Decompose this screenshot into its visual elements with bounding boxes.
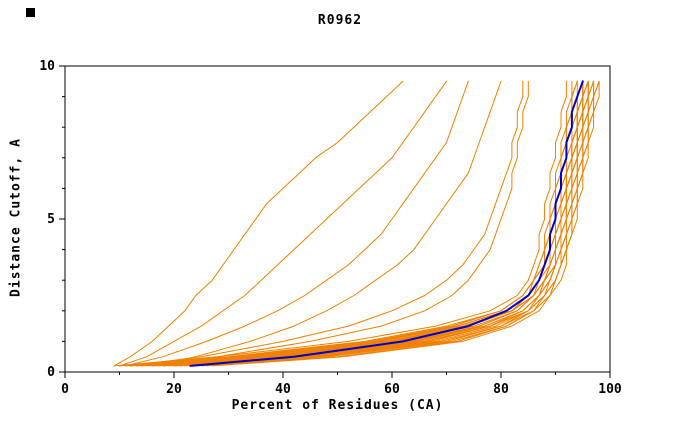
model-22-curve — [162, 80, 589, 367]
model-12-curve — [135, 80, 584, 367]
model-24-curve — [140, 80, 584, 367]
model-23-curve — [173, 80, 589, 367]
model-27-curve — [113, 80, 404, 367]
chart-title: R0962 — [317, 13, 363, 28]
model-14-curve — [168, 80, 589, 367]
highlighted-model-curve — [189, 80, 584, 367]
model-28-curve — [119, 80, 447, 367]
model-25-curve — [135, 80, 529, 367]
model-01-curve — [119, 80, 573, 367]
y-tick-label: 10 — [39, 59, 55, 74]
x-tick-label: 100 — [598, 382, 622, 397]
y-tick-label: 0 — [47, 365, 55, 380]
x-tick-label: 80 — [493, 382, 509, 397]
model-29-curve — [124, 80, 469, 367]
x-tick-label: 60 — [384, 382, 400, 397]
model-20-curve — [151, 80, 584, 367]
model-05-curve — [162, 80, 589, 367]
x-tick-label: 0 — [61, 382, 69, 397]
model-11-curve — [124, 80, 578, 367]
model-17-curve — [200, 80, 600, 367]
model-09-curve — [206, 80, 600, 367]
model-19-curve — [211, 80, 600, 367]
model-26-curve — [129, 80, 524, 367]
axes-box — [64, 65, 611, 373]
model-21-curve — [129, 80, 578, 367]
y-tick-label: 5 — [47, 212, 55, 227]
model-30-curve — [151, 80, 502, 367]
model-04-curve — [151, 80, 584, 367]
model-15-curve — [178, 80, 595, 367]
model-13-curve — [157, 80, 589, 367]
model-06-curve — [173, 80, 589, 367]
x-axis-label: Percent of Residues (CA) — [231, 398, 444, 413]
model-18-curve — [113, 80, 567, 367]
model-16-curve — [189, 80, 595, 367]
x-tick-label: 20 — [166, 382, 182, 397]
model-02-curve — [129, 80, 578, 367]
x-tick-label: 40 — [275, 382, 291, 397]
model-08-curve — [195, 80, 595, 367]
corner-marker — [26, 8, 35, 17]
y-axis-label: Distance Cutoff, A — [8, 138, 24, 297]
